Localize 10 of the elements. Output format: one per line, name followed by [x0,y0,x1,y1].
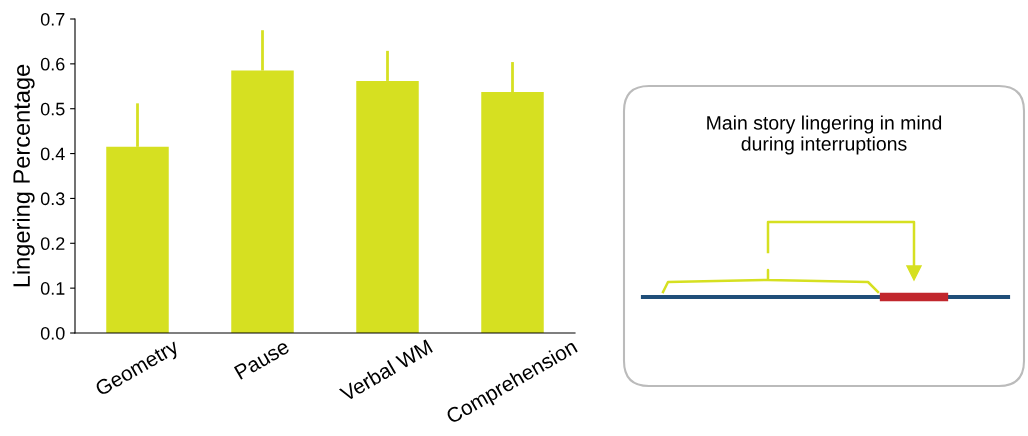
y-tick-label: 0.3 [40,192,65,206]
y-tick-label: 0.6 [40,57,65,71]
y-tick-label: 0.4 [40,147,65,161]
text: Main story lingering in mind during interruptions [707,115,942,155]
y-tick-label: 0.2 [40,237,65,251]
y-tick-label: 0.5 [40,102,65,116]
y-axis-title: Lingering Percentage [12,64,35,287]
y-tick-label: 0.7 [40,12,65,26]
y-tick-label: 0.0 [40,326,65,340]
y-tick-label: 0.1 [40,282,65,295]
